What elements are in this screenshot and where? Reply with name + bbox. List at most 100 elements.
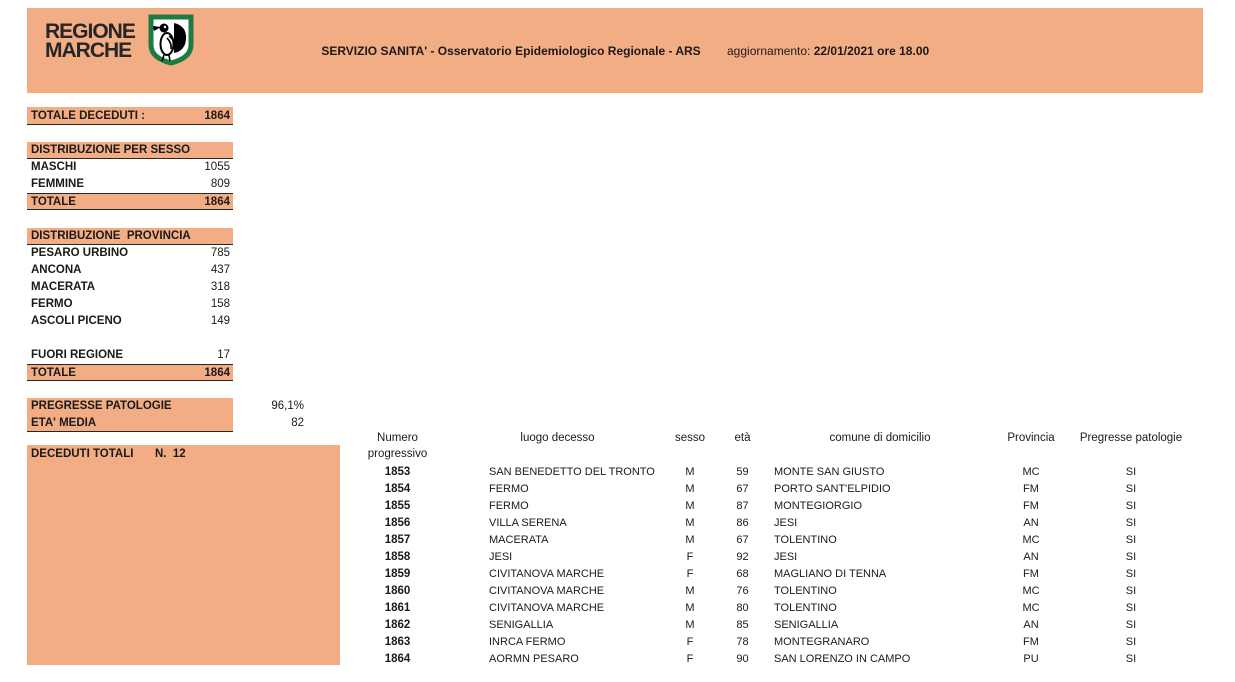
cell-comune-domicilio: SENIGALLIA <box>774 619 839 631</box>
cell-comune-domicilio: MONTEGIORGIO <box>774 500 862 512</box>
deceduti-totali-box: DECEDUTI TOTALI N. 12 <box>27 445 340 665</box>
col-provincia: Provincia <box>1007 432 1055 444</box>
table-row: 1862 SENIGALLIA M 85 SENIGALLIA AN SI <box>345 617 1190 634</box>
cell-eta: 67 <box>736 534 749 546</box>
logo-text: REGIONE MARCHE <box>45 21 136 61</box>
provincia-section-title: DISTRIBUZIONE PROVINCIA <box>27 228 233 245</box>
sesso-row-maschi: MASCHI 1055 <box>31 161 230 173</box>
sesso-row-femmine: FEMMINE 809 <box>31 178 230 190</box>
cell-provincia: AN <box>1023 619 1039 631</box>
cell-sesso: F <box>686 636 694 648</box>
provincia-row-fermo: FERMO 158 <box>31 298 230 310</box>
cell-comune-domicilio: JESI <box>774 517 798 529</box>
cell-numero-progressivo: 1854 <box>384 483 411 495</box>
table-row: 1853 SAN BENEDETTO DEL TRONTO M 59 MONTE… <box>345 464 1190 481</box>
col-sesso: sesso <box>674 432 706 444</box>
eta-media-row: ETA' MEDIA <box>27 415 233 432</box>
pregresse-patologie-value: 96,1% <box>271 400 304 412</box>
cell-comune-domicilio: MAGLIANO DI TENNA <box>774 568 887 580</box>
cell-comune-domicilio: JESI <box>774 551 798 563</box>
cell-eta: 67 <box>736 483 749 495</box>
cell-sesso: F <box>686 568 694 580</box>
cell-numero-progressivo: 1853 <box>384 466 411 478</box>
cell-luogo-decesso: INRCA FERMO <box>489 636 566 648</box>
col-numero-progressivo: Numero progressivo <box>367 432 428 460</box>
table-row: 1856 VILLA SERENA M 86 JESI AN SI <box>345 515 1190 532</box>
cell-sesso: M <box>685 466 695 478</box>
cell-sesso: M <box>685 602 695 614</box>
totale-deceduti-label: TOTALE DECEDUTI : <box>31 110 145 122</box>
cell-sesso: M <box>685 619 695 631</box>
cell-pregresse-patologie: SI <box>1125 551 1137 563</box>
cell-provincia: FM <box>1023 636 1039 648</box>
cell-eta: 87 <box>736 500 749 512</box>
cell-provincia: MC <box>1022 534 1040 546</box>
marche-shield-icon <box>148 14 194 71</box>
cell-eta: 76 <box>736 585 749 597</box>
cell-luogo-decesso: JESI <box>489 551 513 563</box>
cell-provincia: AN <box>1023 551 1039 563</box>
table-row: 1857 MACERATA M 67 TOLENTINO MC SI <box>345 532 1190 549</box>
table-row: 1859 CIVITANOVA MARCHE F 68 MAGLIANO DI … <box>345 566 1190 583</box>
cell-comune-domicilio: PORTO SANT'ELPIDIO <box>774 483 891 495</box>
col-luogo-decesso: luogo decesso <box>520 432 595 444</box>
cell-pregresse-patologie: SI <box>1125 517 1137 529</box>
sesso-total-row: TOTALE 1864 <box>27 193 233 210</box>
table-header: Numero progressivo luogo decesso sesso e… <box>345 430 1190 462</box>
col-eta: età <box>734 432 751 444</box>
cell-eta: 86 <box>736 517 749 529</box>
cell-provincia: MC <box>1022 602 1040 614</box>
cell-sesso: M <box>685 500 695 512</box>
totale-deceduti-value: 1864 <box>204 110 230 122</box>
provincia-row-pesaro-urbino: PESARO URBINO 785 <box>31 247 230 259</box>
cell-pregresse-patologie: SI <box>1125 568 1137 580</box>
cell-provincia: PU <box>1023 653 1039 665</box>
cell-eta: 85 <box>736 619 749 631</box>
cell-numero-progressivo: 1856 <box>384 517 411 529</box>
table-row: 1861 CIVITANOVA MARCHE M 80 TOLENTINO MC… <box>345 600 1190 617</box>
update-timestamp: aggiornamento: 22/01/2021 ore 18.00 <box>727 44 929 58</box>
cell-provincia: FM <box>1023 500 1039 512</box>
cell-sesso: F <box>686 653 694 665</box>
deceduti-totali-label: DECEDUTI TOTALI <box>31 448 134 460</box>
totale-deceduti-row: TOTALE DECEDUTI : 1864 <box>27 107 233 125</box>
col-pregresse-patologie: Pregresse patologie <box>1079 432 1183 444</box>
table-rows: 1853 SAN BENEDETTO DEL TRONTO M 59 MONTE… <box>345 464 1190 668</box>
cell-numero-progressivo: 1863 <box>384 636 411 648</box>
cell-numero-progressivo: 1859 <box>384 568 411 580</box>
table-row: 1864 AORMN PESARO F 90 SAN LORENZO IN CA… <box>345 651 1190 668</box>
cell-provincia: MC <box>1022 466 1040 478</box>
cell-luogo-decesso: MACERATA <box>489 534 549 546</box>
cell-sesso: M <box>685 483 695 495</box>
report-title: SERVIZIO SANITA' - Osservatorio Epidemio… <box>321 44 701 58</box>
cell-provincia: MC <box>1022 585 1040 597</box>
cell-numero-progressivo: 1860 <box>384 585 411 597</box>
cell-numero-progressivo: 1855 <box>384 500 411 512</box>
cell-sesso: M <box>685 585 695 597</box>
cell-pregresse-patologie: SI <box>1125 483 1137 495</box>
cell-comune-domicilio: MONTE SAN GIUSTO <box>774 466 885 478</box>
provincia-row-ascoli-piceno: ASCOLI PICENO 149 <box>31 315 230 327</box>
cell-pregresse-patologie: SI <box>1125 500 1137 512</box>
pregresse-patologie-row: PREGRESSE PATOLOGIE <box>27 398 233 415</box>
cell-luogo-decesso: FERMO <box>489 500 529 512</box>
cell-comune-domicilio: TOLENTINO <box>774 602 837 614</box>
cell-numero-progressivo: 1858 <box>384 551 411 563</box>
cell-comune-domicilio: SAN LORENZO IN CAMPO <box>774 653 911 665</box>
cell-luogo-decesso: AORMN PESARO <box>489 653 579 665</box>
deceduti-totali-value: N. 12 <box>155 448 186 460</box>
cell-numero-progressivo: 1857 <box>384 534 411 546</box>
cell-luogo-decesso: CIVITANOVA MARCHE <box>489 568 605 580</box>
header-band: REGIONE MARCHE SERVIZIO SANITA' - Osserv… <box>27 8 1203 93</box>
cell-luogo-decesso: VILLA SERENA <box>489 517 567 529</box>
cell-luogo-decesso: SAN BENEDETTO DEL TRONTO <box>489 466 655 478</box>
cell-comune-domicilio: TOLENTINO <box>774 534 837 546</box>
sesso-section-title: DISTRIBUZIONE PER SESSO <box>27 142 233 159</box>
table-row: 1858 JESI F 92 JESI AN SI <box>345 549 1190 566</box>
eta-media-value: 82 <box>291 417 304 429</box>
cell-pregresse-patologie: SI <box>1125 653 1137 665</box>
provincia-row-ancona: ANCONA 437 <box>31 264 230 276</box>
cell-eta: 90 <box>736 653 749 665</box>
cell-eta: 78 <box>736 636 749 648</box>
